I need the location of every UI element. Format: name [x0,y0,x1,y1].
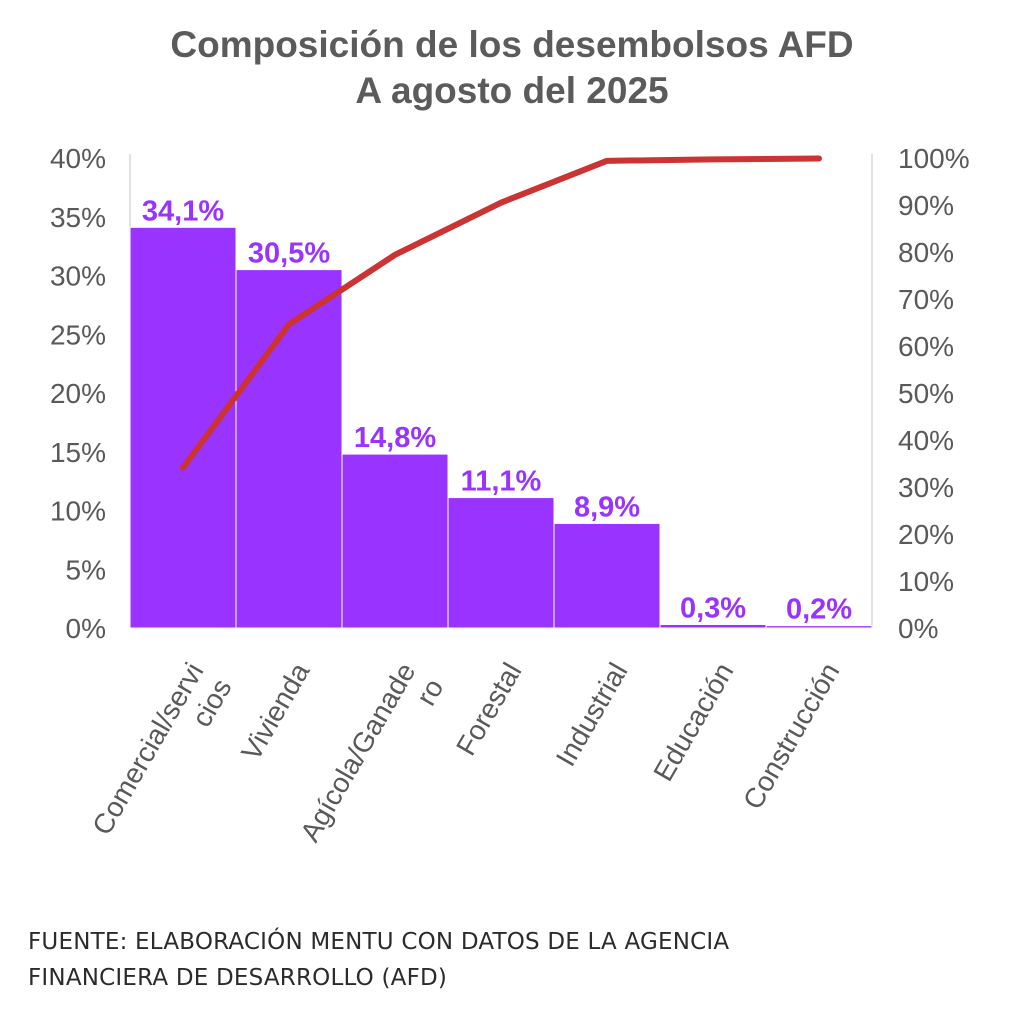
y-right-tick-label: 100% [898,143,970,174]
bar [765,625,873,629]
bar-data-label: 0,2% [786,594,852,626]
y-right-tick-label: 80% [898,237,954,268]
bar [553,522,661,629]
bar-data-label: 14,8% [354,422,436,454]
bar-data-label: 30,5% [248,238,330,270]
x-tick-label: Educación [647,658,739,787]
x-tick-label-line: Forestal [450,658,527,761]
x-tick-label: Vivienda [235,657,316,765]
bar [447,497,555,629]
y-left-tick-label: 20% [50,378,106,409]
bar-data-label: 0,3% [680,592,746,624]
x-tick-label-line: Vivienda [235,657,316,765]
bar-data-label: 11,1% [461,466,542,498]
cumulative-line [180,155,822,471]
y-left-tick-label: 5% [66,554,106,585]
y-left-tick-label: 25% [50,319,106,350]
chart-subtitle-line: A agosto del 2025 [355,70,669,111]
y-right-tick-label: 60% [898,331,954,362]
y-right-tick-label: 90% [898,190,954,221]
x-tick-label-line: Agícola/Ganade [294,658,421,847]
x-tick-label-line: Educación [647,658,739,787]
chart-title: Composición de los desembolsos AFD A ago… [0,22,1024,114]
source-note: FUENTE: ELABORACIÓN MENTU CON DATOS DE L… [28,924,1008,996]
bar [659,623,767,629]
x-tick-label-line: Industrial [550,658,634,772]
x-tick-label-line: Comercial/servi [86,658,209,841]
bar-data-label: 8,9% [574,491,640,523]
y-right-tick-label: 20% [898,519,954,550]
y-right-tick-label: 10% [898,566,954,597]
y-left-tick-label: 30% [50,261,106,292]
x-tick-label: Construcción [737,658,846,815]
y-right-tick-label: 50% [898,378,954,409]
y-left-tick-label: 10% [50,496,106,527]
x-tick-label: Forestal [450,658,527,761]
y-left-tick-label: 40% [50,143,106,174]
source-line-1: FUENTE: ELABORACIÓN MENTU CON DATOS DE L… [28,929,730,955]
x-tick-label-line: Construcción [737,658,846,815]
y-right-tick-label: 0% [898,613,938,644]
y-left-tick-label: 15% [50,437,106,468]
y-right-tick-label: 70% [898,284,954,315]
bar [129,226,237,629]
y-left-tick-label: 35% [50,202,106,233]
y-left-tick-label: 0% [66,613,106,644]
source-line-2: FINANCIERA DE DESARROLLO (AFD) [28,965,448,991]
bar-data-label: 34,1% [142,195,224,227]
bar [341,453,449,629]
x-tick-label: Industrial [550,658,634,772]
chart-title-line: Composición de los desembolsos AFD [170,24,854,65]
y-right-tick-label: 40% [898,425,954,456]
y-right-tick-label: 30% [898,472,954,503]
